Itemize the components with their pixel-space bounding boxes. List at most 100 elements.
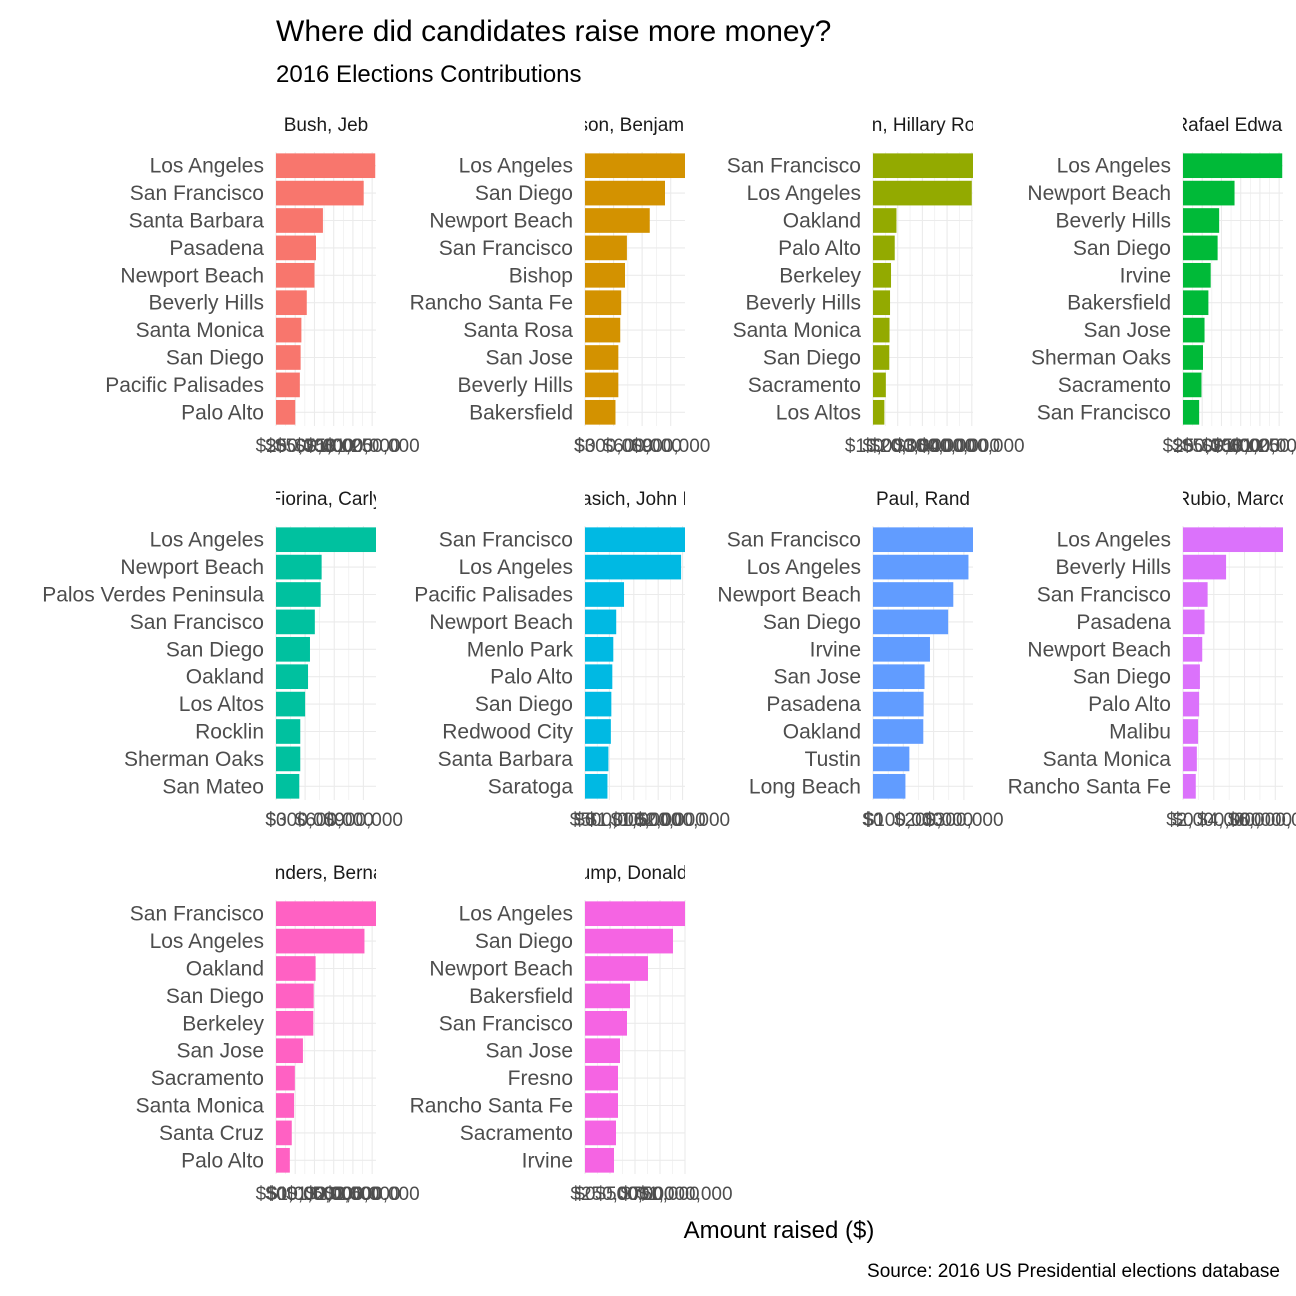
bar-beverly-hills bbox=[276, 290, 307, 316]
category-label: Los Angeles bbox=[747, 556, 861, 579]
x-tick-label: $0 bbox=[574, 436, 595, 457]
x-tick-label: $0 bbox=[265, 1184, 286, 1205]
category-label: Los Angeles bbox=[150, 930, 264, 953]
bar-san-francisco bbox=[276, 609, 315, 635]
chart-title: Where did candidates raise more money? bbox=[276, 15, 831, 48]
x-axis-label: Amount raised ($) bbox=[684, 1217, 875, 1244]
facet-panel-2: Clinton, Hillary Rodham San Francisco Los … bbox=[727, 115, 1025, 457]
bar-los-altos bbox=[276, 691, 306, 717]
facet-panel-8: Sanders, Bernard San Francisco Los Angeles… bbox=[130, 863, 420, 1205]
bar-san-diego bbox=[276, 345, 301, 370]
category-label: Tustin bbox=[805, 748, 861, 771]
category-label: Los Angeles bbox=[459, 556, 573, 579]
bar-sacramento bbox=[585, 1120, 616, 1146]
category-label: San Francisco bbox=[1037, 584, 1171, 607]
category-label: Berkeley bbox=[182, 1012, 264, 1035]
category-label: Newport Beach bbox=[120, 556, 264, 579]
bar-los-angeles bbox=[276, 527, 376, 553]
bar-san-diego bbox=[276, 636, 310, 662]
bar-malibu bbox=[1183, 719, 1199, 744]
facet-strip-label: Fiorina, Carly bbox=[270, 489, 383, 510]
facet-strip-label: Clinton, Hillary Rodham bbox=[823, 115, 1023, 136]
bar-santa-monica bbox=[276, 1093, 295, 1118]
chart-subtitle: 2016 Elections Contributions bbox=[276, 61, 582, 88]
x-tick-label: $200,000 bbox=[894, 810, 973, 831]
x-tick-label: $0 bbox=[1172, 810, 1193, 831]
bar-oakland bbox=[873, 719, 924, 744]
bar-santa-monica bbox=[873, 317, 890, 343]
x-tick-label: $500,000 bbox=[1182, 436, 1261, 457]
facet-panels: Bush, Jeb Los Angeles San Francisco Santa B… bbox=[42, 115, 1296, 1205]
bar-san-jose bbox=[873, 664, 925, 690]
x-tick-label: $250,000 bbox=[570, 1184, 649, 1205]
category-label: San Diego bbox=[475, 930, 573, 953]
bar-los-angeles bbox=[585, 554, 682, 580]
bar-irvine bbox=[585, 1147, 614, 1173]
category-label: Newport Beach bbox=[120, 264, 264, 287]
category-label: Sherman Oaks bbox=[124, 748, 264, 771]
bar-pasadena bbox=[873, 691, 924, 717]
bar-san-diego bbox=[585, 180, 665, 206]
category-label: San Francisco bbox=[439, 529, 573, 552]
bar-los-angeles bbox=[585, 153, 685, 179]
category-label: San Diego bbox=[475, 182, 573, 205]
x-tick-label: $10,000,000 bbox=[845, 436, 951, 457]
bar-berkeley bbox=[276, 1010, 314, 1036]
category-label: San Diego bbox=[1073, 666, 1171, 689]
bar-san-diego bbox=[873, 345, 890, 370]
bar-san-francisco bbox=[276, 180, 364, 206]
x-tick-label: $0 bbox=[265, 436, 286, 457]
x-tick-label: $750,000 bbox=[294, 436, 373, 457]
bar-redwood-city bbox=[585, 719, 611, 744]
bar-beverly-hills bbox=[1183, 554, 1227, 580]
facet-strip-label: Trump, Donald J. bbox=[562, 863, 707, 884]
x-tick-label: $1,250,000 bbox=[1232, 436, 1296, 457]
bar-newport-beach bbox=[873, 582, 954, 607]
category-label: Los Angeles bbox=[150, 529, 264, 552]
bar-san-jose bbox=[585, 345, 619, 370]
bar-los-angeles bbox=[585, 901, 685, 927]
category-label: San Diego bbox=[166, 985, 264, 1008]
category-label: Palo Alto bbox=[1088, 693, 1171, 716]
x-tick-label: $1,000,000 bbox=[586, 810, 681, 831]
category-label: Santa Cruz bbox=[159, 1122, 264, 1145]
x-tick-label: $0 bbox=[574, 1184, 595, 1205]
bar-long-beach bbox=[873, 773, 906, 799]
facet-strip-label: Cruz, Rafael Edward 'Ted' bbox=[1124, 115, 1296, 136]
category-label: Santa Rosa bbox=[463, 319, 573, 342]
bar-newport-beach bbox=[585, 609, 617, 635]
bar-los-angeles bbox=[276, 153, 376, 179]
bar-berkeley bbox=[873, 262, 892, 288]
category-label: Malibu bbox=[1109, 721, 1171, 744]
x-tick-label: $2,000,000 bbox=[1166, 810, 1261, 831]
bar-pacific-palisades bbox=[585, 582, 625, 607]
bar-pasadena bbox=[1183, 609, 1205, 635]
bar-san-jose bbox=[585, 1038, 620, 1064]
category-label: Long Beach bbox=[749, 775, 861, 798]
category-label: Santa Monica bbox=[1043, 748, 1172, 771]
facet-panel-0: Bush, Jeb Los Angeles San Francisco Santa B… bbox=[105, 115, 419, 457]
bar-rancho-santa-fe bbox=[1183, 773, 1196, 799]
category-label: Newport Beach bbox=[1027, 182, 1171, 205]
bar-san-francisco bbox=[585, 1010, 627, 1036]
bar-beverly-hills bbox=[585, 372, 619, 398]
bar-santa-monica bbox=[276, 317, 302, 343]
bar-sacramento bbox=[276, 1065, 295, 1091]
bar-palos-verdes-peninsula bbox=[276, 582, 321, 607]
x-tick-label: $250,000 bbox=[256, 436, 335, 457]
bar-san-diego bbox=[1183, 664, 1200, 690]
x-tick-label: $300,000 bbox=[924, 810, 1003, 831]
bar-newport-beach bbox=[1183, 180, 1235, 206]
category-label: San Francisco bbox=[727, 155, 861, 178]
x-tick-label: $4,000,000 bbox=[1197, 810, 1292, 831]
category-label: Pasadena bbox=[1076, 611, 1171, 634]
x-tick-label: $30,000,000 bbox=[894, 436, 1000, 457]
bar-sherman-oaks bbox=[276, 746, 301, 772]
category-label: Sacramento bbox=[1058, 374, 1171, 397]
category-label: Bakersfield bbox=[1067, 292, 1171, 315]
bar-santa-barbara bbox=[276, 208, 323, 233]
bar-palo-alto bbox=[1183, 691, 1200, 717]
category-label: San Diego bbox=[166, 347, 264, 370]
bar-san-mateo bbox=[276, 773, 300, 799]
x-tick-label: $1,500,000 bbox=[611, 810, 706, 831]
